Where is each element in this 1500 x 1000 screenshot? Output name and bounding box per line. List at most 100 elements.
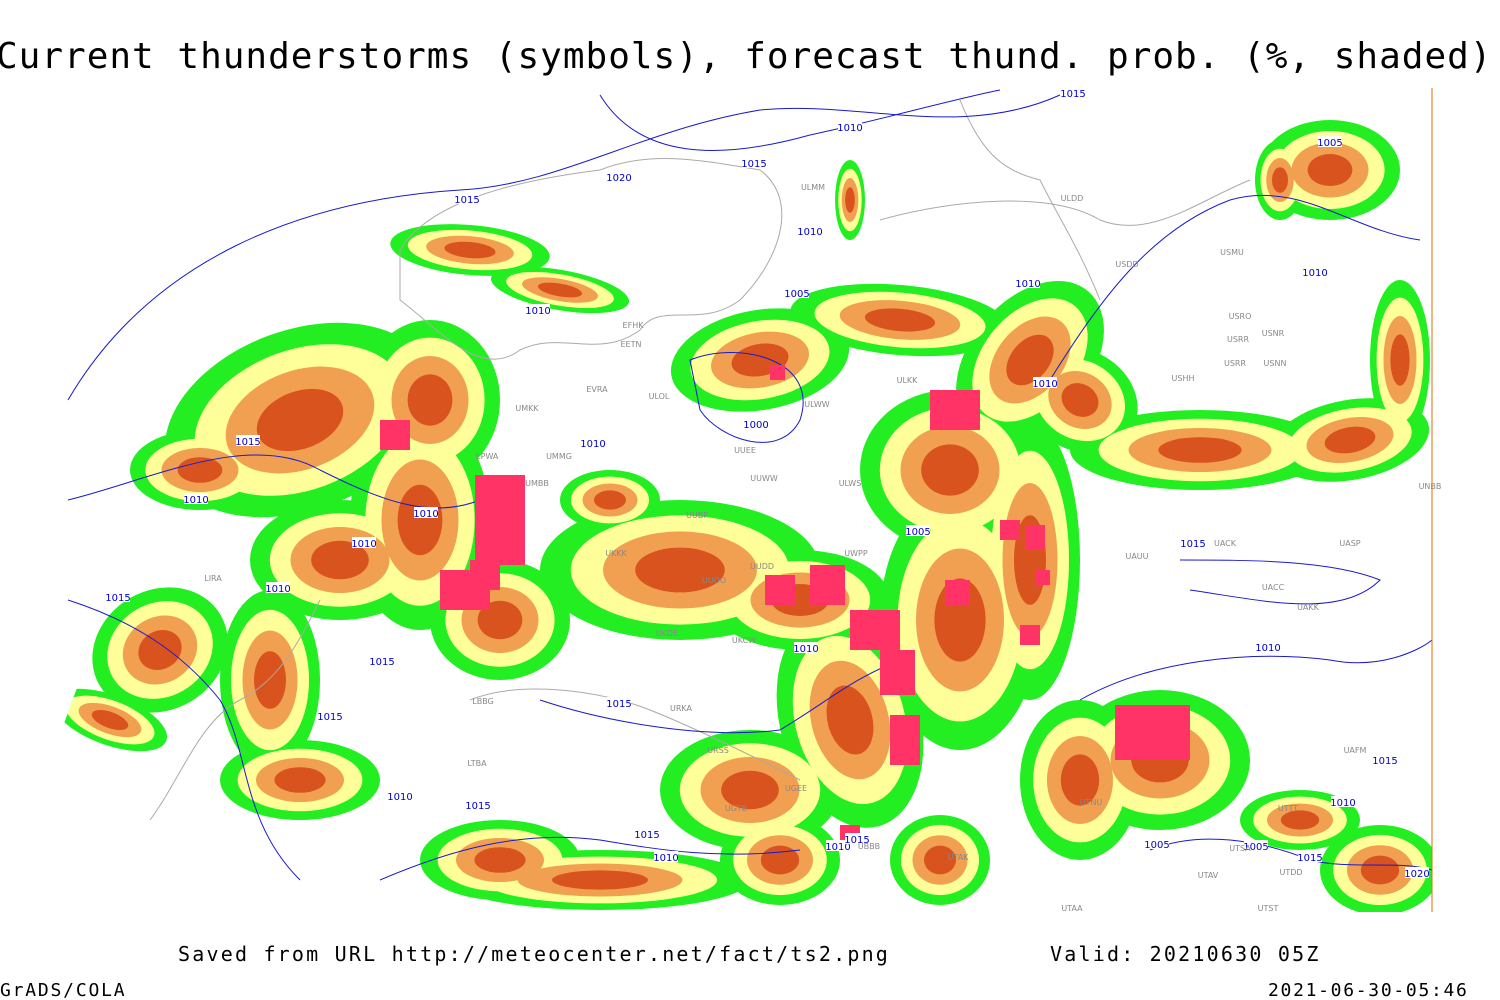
shade-blob (397, 484, 443, 556)
station-label: EVRA (586, 385, 608, 394)
station-label: USHH (1172, 374, 1195, 383)
isobar-label: 1010 (525, 306, 550, 317)
isobar-label-bg (1244, 840, 1268, 851)
station-label: UTTT (1278, 804, 1298, 813)
storm-symbol (890, 715, 920, 765)
shade-blob (1360, 855, 1400, 885)
station-label: UUWW (750, 474, 778, 483)
isobar-label-bg (266, 582, 290, 593)
shade-blob (1324, 426, 1376, 454)
shade-blob (91, 710, 129, 730)
shade-blob (1158, 437, 1242, 463)
storm-symbol (1115, 705, 1190, 760)
isobar-label: 1000 (743, 420, 768, 431)
station-label: UMMG (546, 452, 572, 461)
isobar-label-bg (1145, 838, 1169, 849)
isobar-label-bg (785, 287, 809, 298)
isobar-label: 1005 (1317, 138, 1342, 149)
isobar-label-bg (826, 840, 850, 851)
isobar-label-bg (526, 304, 550, 315)
isobar-label-bg (1016, 277, 1040, 288)
storm-symbol (470, 560, 500, 590)
storm-symbol (1000, 520, 1020, 540)
isobar-label: 1015 (634, 830, 659, 841)
station-label: UASP (1339, 539, 1360, 548)
isobar-label: 1010 (653, 853, 678, 864)
station-label: URSS (707, 746, 729, 755)
isobar-label: 1015 (465, 801, 490, 812)
isobar-label: 1010 (1330, 798, 1355, 809)
station-label: USNN (1264, 359, 1287, 368)
isobar-label-bg (845, 833, 869, 844)
isobar-label-bg (318, 710, 342, 721)
isobar-label: 1015 (454, 195, 479, 206)
shade-blob (1280, 810, 1320, 830)
isobar-label-bg (388, 790, 412, 801)
shade-blob (138, 629, 182, 671)
station-label: USRR (1224, 359, 1246, 368)
storm-symbol (475, 475, 525, 565)
station-label: LTBA (467, 759, 487, 768)
shade-blob (1061, 383, 1099, 417)
station-label: ULWS (839, 479, 862, 488)
station-label: UTST (1258, 904, 1279, 913)
isobar-label-bg (607, 697, 631, 708)
station-label: UGTB (725, 804, 747, 813)
isobar-label-bg (1181, 537, 1205, 548)
shade-blob (256, 388, 344, 452)
isobar-label-bg (798, 225, 822, 236)
isobar-label-bg (106, 591, 130, 602)
isobar-label-bg (352, 537, 376, 548)
isobar-label-bg (1373, 754, 1397, 765)
shade-blob (921, 444, 979, 496)
shade-blob (474, 847, 526, 873)
shade-blob (177, 457, 223, 483)
station-label: LBBG (472, 697, 494, 706)
station-label: ULDD (1061, 194, 1084, 203)
isobar-label: 1005 (905, 527, 930, 538)
isobar-label: 1010 (351, 539, 376, 550)
isobar-label: 1010 (1015, 279, 1040, 290)
isobar-label: 1015 (1297, 853, 1322, 864)
isobar-label-bg (742, 157, 766, 168)
shade-blob (407, 374, 453, 426)
isobar-label: 1015 (844, 835, 869, 846)
shade-blob (1006, 334, 1054, 386)
station-label: UTAK (948, 853, 970, 862)
station-label: UAFM (1344, 746, 1367, 755)
shade-blob (254, 651, 286, 709)
station-label: UTDD (1279, 868, 1302, 877)
storm-symbol (380, 420, 410, 450)
isobar-label-bg (906, 525, 930, 536)
shade-blob (1390, 334, 1410, 386)
shade-blob (864, 308, 936, 332)
shade-blob (1060, 754, 1100, 806)
isobar-label: 1010 (797, 227, 822, 238)
station-label: EETN (621, 340, 642, 349)
isobar-label-bg (414, 507, 438, 518)
shade-blob (635, 547, 725, 593)
station-label: UTAA (1061, 904, 1083, 913)
storm-symbol (930, 390, 980, 430)
shade-blob (444, 241, 496, 259)
isobar-label: 1005 (1243, 842, 1268, 853)
storm-symbol (765, 575, 795, 605)
isobar-label-bg (236, 435, 260, 446)
station-label: UKKK (605, 549, 627, 558)
isobar-label: 1010 (580, 439, 605, 450)
isobar-label: 1010 (183, 495, 208, 506)
station-label: UACC (1262, 583, 1285, 592)
isobar-label-bg (1298, 851, 1322, 862)
shade-blob (1272, 167, 1288, 193)
station-label: USMU (1220, 248, 1244, 257)
isobar-label: 1015 (1372, 756, 1397, 767)
timestamp: 2021-06-30-05:46 (1268, 980, 1469, 1000)
map-labels: 1015101010151020101510101010100510101010… (105, 87, 1441, 913)
probability-shading (52, 120, 1432, 912)
isobar-label-bg (370, 655, 394, 666)
station-label: UUDD (750, 562, 774, 571)
station-label: UKDE (656, 629, 678, 638)
isobar-label: 1015 (369, 657, 394, 668)
station-label: UAUU (1125, 552, 1148, 561)
station-label: UMKK (515, 404, 539, 413)
